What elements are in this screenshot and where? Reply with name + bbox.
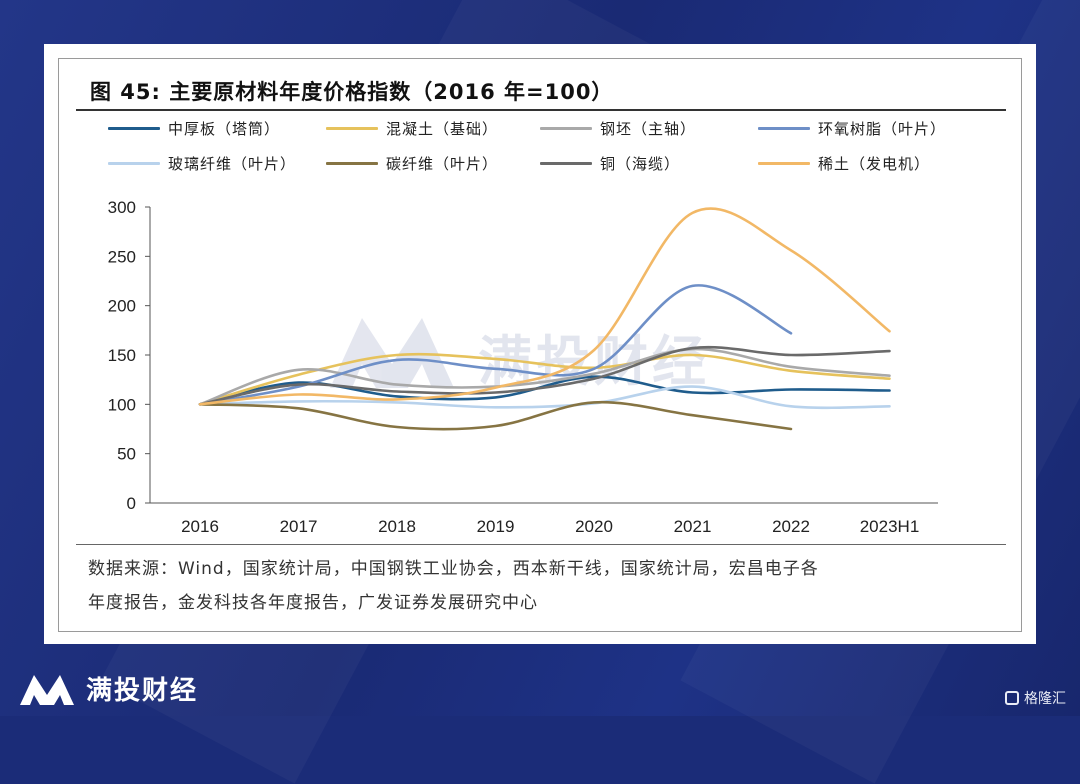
legend-swatch [108,126,160,130]
legend-item: 环氧树脂（叶片） [758,118,946,138]
y-tick-label: 150 [108,346,136,365]
source-divider [76,544,1006,545]
figure-title: 图 45: 主要原材料年度价格指数（2016 年=100） [90,80,614,104]
y-tick-label: 0 [127,494,136,513]
y-tick-label: 300 [108,198,136,217]
x-tick-label: 2017 [280,517,318,536]
legend-item: 玻璃纤维（叶片） [108,153,296,173]
legend-swatch [326,126,378,130]
legend-label: 玻璃纤维（叶片） [168,154,297,173]
x-tick-label: 2018 [378,517,416,536]
series-line [198,352,891,406]
legend-item: 钢坯（主轴） [540,118,696,138]
legend-item: 混凝土（基础） [326,118,498,138]
figure-frame [58,58,1022,632]
legend-item: 铜（海缆） [540,153,680,173]
legend-swatch [758,126,810,130]
watermark-logo-icon [330,318,454,388]
x-tick-label: 2022 [772,517,810,536]
brand-name: 满投财经 [86,676,199,706]
legend-label: 铜（海缆） [600,154,681,173]
title-divider [76,109,1006,111]
series-line [198,400,793,431]
corner-badge: 格隆汇 [1005,688,1066,708]
legend-swatch [108,161,160,165]
legend-swatch [540,161,592,165]
series-line [198,284,793,406]
y-tick-label: 250 [108,247,136,266]
legend-label: 中厚板（塔筒） [168,119,281,138]
legend-label: 环氧树脂（叶片） [818,119,947,138]
brand-logo-icon [20,674,74,705]
series-line [198,347,891,406]
legend-label: 钢坯（主轴） [600,119,697,138]
x-tick-label: 2021 [674,517,712,536]
legend-item: 稀土（发电机） [758,153,930,173]
x-tick-label: 2020 [575,517,613,536]
legend-swatch [540,126,592,130]
legend-label: 稀土（发电机） [818,154,931,173]
corner-badge-text: 格隆汇 [1024,691,1066,707]
y-tick-label: 100 [108,395,136,414]
legend-label: 碳纤维（叶片） [386,154,499,173]
y-tick-label: 200 [108,297,136,316]
data-source-note: 数据来源：Wind，国家统计局，中国钢铁工业协会，西本新干线，国家统计局，宏昌电… [88,552,978,620]
x-tick-label: 2019 [477,517,515,536]
source-line-1: 数据来源：Wind，国家统计局，中国钢铁工业协会，西本新干线，国家统计局，宏昌电… [88,559,819,579]
legend-swatch [758,161,810,165]
series-line [198,345,891,406]
badge-logo-icon [1005,691,1019,705]
source-line-2: 年度报告，金发科技各年度报告，广发证券发展研究中心 [88,593,538,613]
legend-item: 碳纤维（叶片） [326,153,498,173]
legend-item: 中厚板（塔筒） [108,118,280,138]
legend-label: 混凝土（基础） [386,119,499,138]
series-line [198,385,891,410]
legend-swatch [326,161,378,165]
x-tick-label: 2023H1 [860,517,920,536]
y-tick-label: 50 [117,445,136,464]
series-line [198,207,891,406]
brand-footer: 满投财经 [18,670,198,707]
x-tick-label: 2016 [181,517,219,536]
